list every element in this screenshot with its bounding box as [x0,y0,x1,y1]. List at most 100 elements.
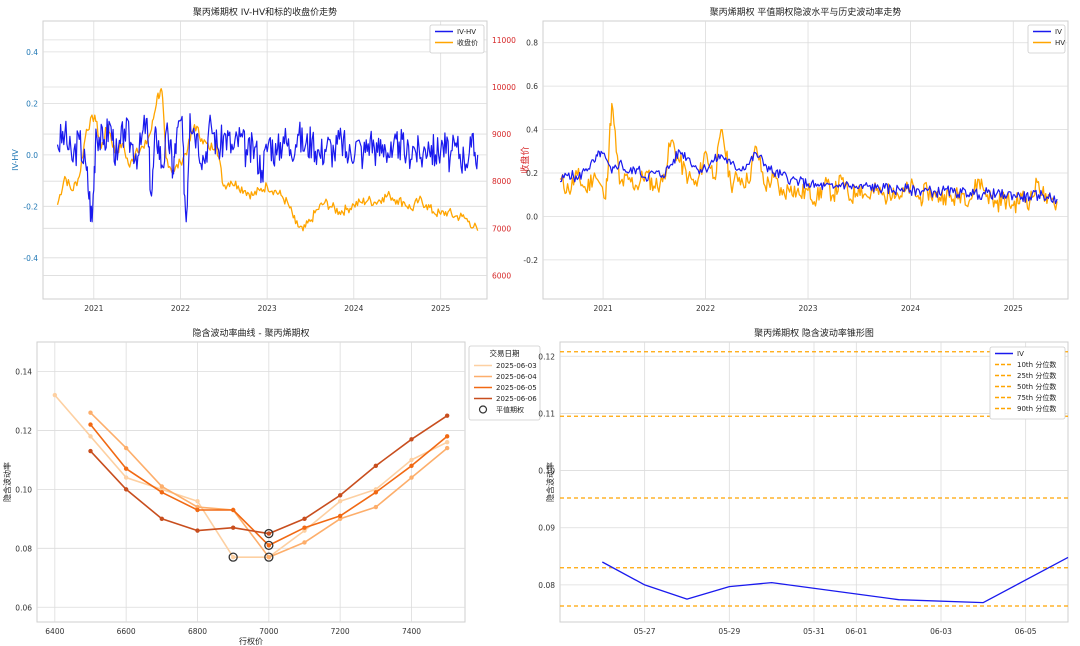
chart3-data-point [160,517,164,521]
chart2-x-tick-label: 2021 [594,304,613,313]
chart3-data-point [374,464,378,468]
chart3-data-point [53,393,57,397]
chart3-x-tick-label: 6800 [188,627,207,636]
chart1-y2-tick-label: 6000 [492,271,511,280]
chart1-y2-tick-label: 10000 [492,83,516,92]
chart3-legend-title: 交易日期 [490,348,520,358]
chart4-legend-label: IV [1017,350,1024,358]
chart4-x-tick-label: 05-31 [803,627,825,636]
chart3-y-tick-label: 0.14 [15,367,32,376]
chart3-legend-label: 平值期权 [496,405,524,414]
chart1-y-axis-label: IV-HV [11,149,20,171]
chart1-y2-tick-label: 9000 [492,130,511,139]
chart2-y-tick-label: 0.2 [526,169,538,178]
chart4-x-tick-label: 05-27 [634,627,656,636]
chart3-data-point [88,434,92,438]
chart1-y-tick-label: 0.4 [26,48,38,57]
chart2-y-tick-label: -0.2 [523,256,538,265]
chart3-data-point [88,411,92,415]
chart4-y-tick-label: 0.08 [538,581,555,590]
chart4-x-tick-label: 06-05 [1015,627,1037,636]
chart4-legend-label: 75th 分位数 [1017,393,1056,402]
chart3-data-point [124,467,128,471]
chart3-y-tick-label: 0.10 [15,485,32,494]
chart4-legend-label: 50th 分位数 [1017,382,1056,391]
chart3-legend-label: 2025-06-06 [496,395,537,403]
chart3-y-tick-label: 0.12 [15,426,32,435]
chart1-plot-area [43,21,487,299]
chart2-x-tick-label: 2024 [901,304,920,313]
chart3-data-point [267,555,271,559]
chart3-data-point [338,499,342,503]
chart4-y-tick-label: 0.12 [538,352,555,361]
chart3-y-axis-label: 隐含波动率 [2,462,12,502]
chart3-x-tick-label: 7000 [259,627,278,636]
chart2-plot-area [543,21,1068,299]
chart4-legend-label: 25th 分位数 [1017,371,1056,380]
chart4-x-tick-label: 05-29 [718,627,740,636]
chart2-y-tick-label: 0.4 [526,126,538,135]
chart3-data-point [302,517,306,521]
chart3-legend-label: 2025-06-04 [496,373,537,381]
chart2-legend-label: HV [1055,39,1065,47]
chart4-y-tick-label: 0.11 [538,409,555,418]
chart3-data-point [445,434,449,438]
chart1-legend-label: IV-HV [457,28,476,36]
chart1-y-tick-label: 0.2 [26,99,38,108]
chart4-y-axis-label: 隐含波动率 [545,462,555,502]
chart3-data-point [267,531,271,535]
chart4-x-tick-label: 06-01 [845,627,867,636]
chart3-data-point [409,464,413,468]
chart3-plot-area [37,342,465,622]
chart3-data-point [409,458,413,462]
chart3-y-tick-label: 0.08 [15,544,32,553]
chart3-data-point [231,555,235,559]
chart1-y2-tick-label: 7000 [492,224,511,233]
chart1-y-tick-label: 0.0 [26,151,38,160]
chart3-title: 隐含波动率曲线 - 聚丙烯期权 [193,327,310,339]
chart1-y-tick-label: -0.4 [23,254,38,263]
chart1-y2-tick-label: 11000 [492,36,516,45]
chart2-title: 聚丙烯期权 平值期权隐波水平与历史波动率走势 [710,6,902,18]
chart1-legend-label: 收盘价 [457,38,478,47]
chart3-data-point [231,525,235,529]
chart3-data-point [231,508,235,512]
chart3-data-point [195,499,199,503]
chart3-data-point [409,437,413,441]
chart4-legend-label: 90th 分位数 [1017,404,1056,413]
chart3-x-tick-label: 7400 [402,627,421,636]
chart3-data-point [267,543,271,547]
chart3-data-point [195,508,199,512]
chart3-data-point [160,484,164,488]
chart4-x-tick-label: 06-03 [930,627,952,636]
chart3-y-tick-label: 0.06 [15,603,32,612]
chart3-data-point [302,525,306,529]
chart2-x-tick-label: 2023 [798,304,817,313]
chart1-x-tick-label: 2024 [344,304,363,313]
chart1-y-tick-label: -0.2 [23,202,38,211]
chart3-data-point [195,528,199,532]
chart3-data-point [445,440,449,444]
chart3-data-point [374,490,378,494]
chart1-y2-tick-label: 8000 [492,177,511,186]
chart4-legend-label: 10th 分位数 [1017,360,1056,369]
chart3-x-tick-label: 6600 [117,627,136,636]
chart3-data-point [160,490,164,494]
chart3-data-point [302,540,306,544]
chart3-data-point [88,449,92,453]
chart2-y-tick-label: 0.6 [526,82,538,91]
chart1-x-tick-label: 2023 [258,304,277,313]
chart2-x-tick-label: 2022 [696,304,715,313]
chart1-x-tick-label: 2025 [431,304,450,313]
chart1-x-tick-label: 2021 [84,304,103,313]
chart3-data-point [124,475,128,479]
chart3-legend-label: 2025-06-05 [496,384,537,392]
chart3-data-point [338,493,342,497]
chart3-data-point [445,413,449,417]
chart3-data-point [124,446,128,450]
chart3-data-point [88,422,92,426]
chart3-data-point [338,514,342,518]
chart3-legend-label: 2025-06-03 [496,362,537,370]
chart2-y-tick-label: 0.0 [526,212,538,221]
